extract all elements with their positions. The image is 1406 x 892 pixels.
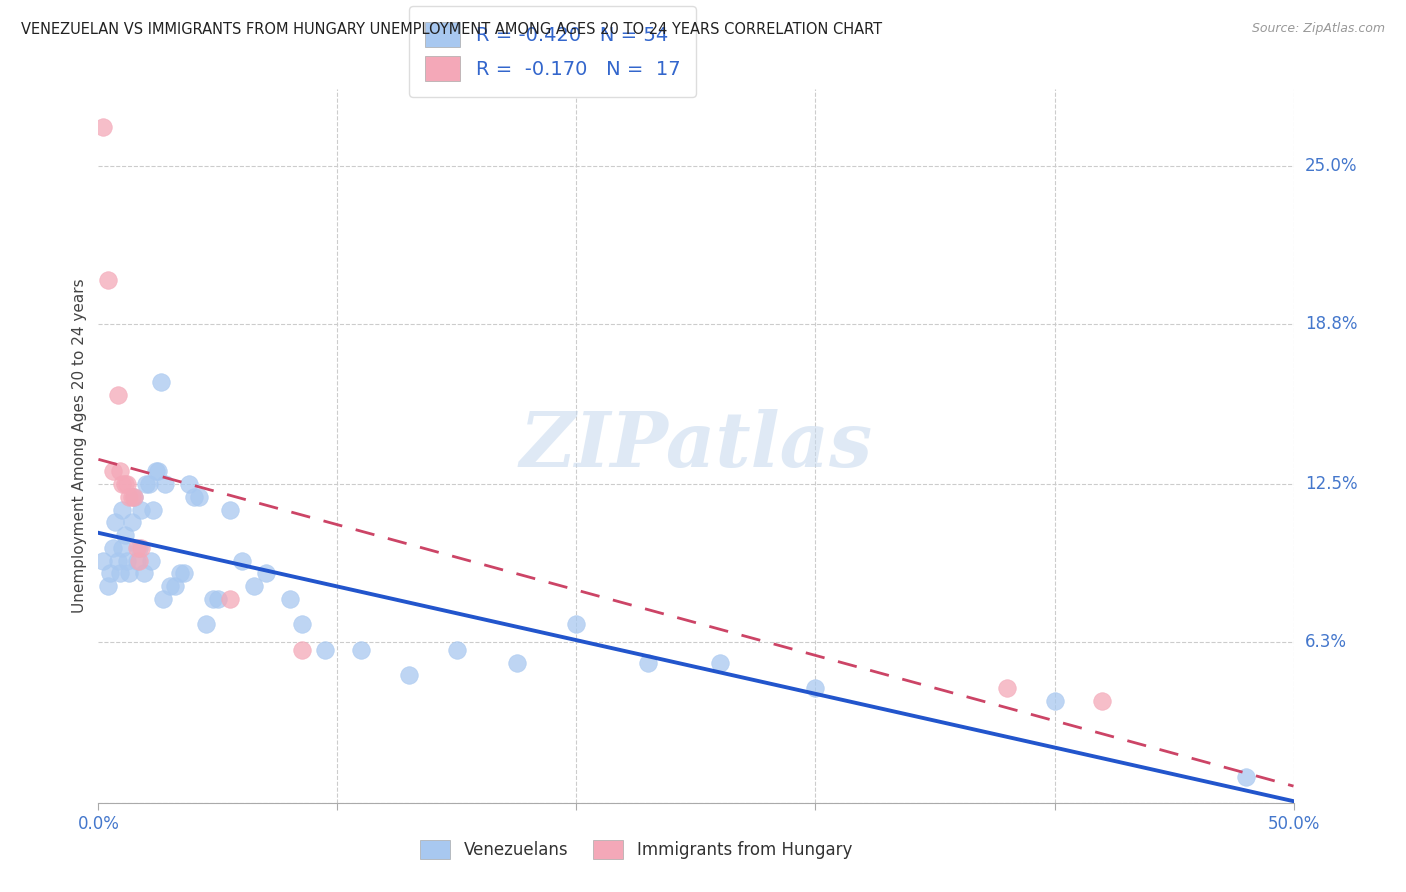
Text: 25.0%: 25.0% (1305, 157, 1357, 175)
Point (121, 516, 143, 530)
Point (107, 554, 129, 568)
Point (104, 516, 127, 530)
Point (111, 477, 134, 491)
Point (114, 477, 136, 491)
Point (111, 541, 134, 555)
Point (173, 566, 195, 581)
Point (187, 490, 209, 504)
Point (148, 465, 170, 479)
Point (506, 656, 529, 670)
Point (101, 465, 124, 479)
Point (131, 502, 153, 516)
Point (159, 579, 181, 593)
Text: 18.8%: 18.8% (1305, 315, 1357, 333)
Point (152, 591, 174, 606)
Point (195, 617, 218, 632)
Text: VENEZUELAN VS IMMIGRANTS FROM HUNGARY UNEMPLOYMENT AMONG AGES 20 TO 24 YEARS COR: VENEZUELAN VS IMMIGRANTS FROM HUNGARY UN… (21, 22, 882, 37)
Text: ZIPatlas: ZIPatlas (519, 409, 873, 483)
Point (145, 465, 167, 479)
Point (291, 617, 314, 632)
Point (398, 668, 420, 682)
Point (128, 554, 150, 568)
Point (125, 541, 148, 555)
Point (139, 554, 162, 568)
Point (243, 579, 266, 593)
Point (132, 566, 155, 581)
Point (121, 490, 143, 504)
Point (202, 591, 225, 606)
Point (1234, 770, 1257, 784)
Point (124, 490, 146, 504)
Point (98, 566, 122, 581)
Point (115, 554, 138, 568)
Point (118, 490, 141, 504)
Point (278, 591, 301, 606)
Point (91, 120, 114, 135)
Point (219, 502, 242, 516)
Point (254, 566, 277, 581)
Legend: Venezuelans, Immigrants from Hungary: Venezuelans, Immigrants from Hungary (413, 833, 859, 866)
Point (97, 579, 120, 593)
Point (446, 643, 468, 657)
Point (155, 477, 177, 491)
Point (565, 617, 588, 632)
Point (1043, 694, 1066, 708)
Text: 12.5%: 12.5% (1305, 475, 1357, 493)
Point (183, 490, 205, 504)
Point (108, 465, 131, 479)
Point (149, 376, 172, 390)
Point (291, 643, 314, 657)
Point (124, 490, 146, 504)
Text: Source: ZipAtlas.com: Source: ZipAtlas.com (1251, 22, 1385, 36)
Point (135, 477, 157, 491)
Point (91, 554, 114, 568)
Point (115, 477, 138, 491)
Point (138, 477, 160, 491)
Point (169, 566, 191, 581)
Point (111, 502, 134, 516)
Point (709, 656, 731, 670)
Y-axis label: Unemployment Among Ages 20 to 24 years: Unemployment Among Ages 20 to 24 years (72, 278, 87, 614)
Point (315, 643, 337, 657)
Point (1091, 694, 1114, 708)
Point (231, 554, 253, 568)
Point (207, 591, 229, 606)
Point (163, 579, 186, 593)
Point (142, 502, 165, 516)
Point (101, 541, 124, 555)
Point (350, 643, 373, 657)
Point (114, 528, 136, 542)
Point (118, 566, 141, 581)
Point (219, 591, 242, 606)
Point (637, 656, 659, 670)
Point (804, 681, 827, 695)
Point (107, 388, 129, 402)
Point (125, 554, 148, 568)
Text: 6.3%: 6.3% (1305, 633, 1347, 651)
Point (108, 566, 131, 581)
Point (97, 273, 120, 287)
Point (179, 477, 201, 491)
Point (128, 541, 150, 555)
Point (131, 541, 153, 555)
Point (995, 681, 1018, 695)
